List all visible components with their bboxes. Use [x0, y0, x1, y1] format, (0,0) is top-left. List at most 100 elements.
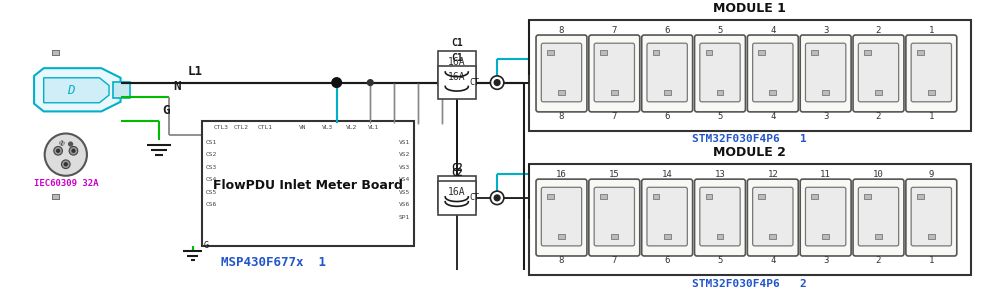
- Circle shape: [69, 142, 73, 146]
- Bar: [52, 194, 59, 199]
- Bar: [529, 164, 971, 275]
- FancyBboxPatch shape: [800, 35, 851, 112]
- Text: 16A: 16A: [448, 182, 466, 192]
- Bar: [664, 90, 671, 95]
- Text: C1: C1: [451, 38, 463, 48]
- Text: CS3: CS3: [206, 165, 217, 170]
- Bar: [917, 50, 924, 55]
- FancyBboxPatch shape: [805, 43, 846, 102]
- Bar: [706, 50, 712, 55]
- FancyBboxPatch shape: [753, 43, 793, 102]
- FancyBboxPatch shape: [906, 35, 957, 112]
- Text: G: G: [204, 241, 209, 250]
- Text: CS4: CS4: [206, 177, 217, 182]
- Circle shape: [367, 80, 373, 85]
- FancyBboxPatch shape: [753, 187, 793, 246]
- Text: D: D: [67, 84, 74, 97]
- Circle shape: [61, 160, 70, 168]
- FancyBboxPatch shape: [906, 179, 957, 256]
- Text: CT: CT: [470, 78, 480, 87]
- Text: G: G: [162, 104, 169, 117]
- FancyBboxPatch shape: [700, 187, 740, 246]
- Bar: [769, 90, 776, 95]
- Circle shape: [490, 191, 504, 205]
- Text: 8: 8: [559, 256, 564, 265]
- Text: N: N: [173, 80, 181, 93]
- Text: 1: 1: [929, 256, 934, 265]
- Bar: [52, 194, 59, 199]
- FancyBboxPatch shape: [695, 179, 745, 256]
- FancyBboxPatch shape: [911, 43, 951, 102]
- Text: 5: 5: [717, 112, 723, 122]
- Text: FlowPDU Inlet Meter Board: FlowPDU Inlet Meter Board: [213, 179, 403, 192]
- Bar: [52, 50, 59, 55]
- FancyBboxPatch shape: [589, 179, 640, 256]
- FancyBboxPatch shape: [911, 187, 951, 246]
- Circle shape: [72, 149, 75, 152]
- Circle shape: [60, 141, 64, 145]
- FancyBboxPatch shape: [858, 43, 899, 102]
- Circle shape: [494, 195, 500, 201]
- Bar: [52, 50, 59, 55]
- Bar: [52, 50, 59, 55]
- FancyBboxPatch shape: [541, 43, 582, 102]
- Bar: [231, 198, 385, 225]
- Text: 5: 5: [717, 256, 723, 265]
- Bar: [717, 234, 723, 239]
- Text: 6: 6: [664, 25, 670, 35]
- FancyBboxPatch shape: [805, 187, 846, 246]
- FancyBboxPatch shape: [536, 35, 587, 112]
- Text: 15: 15: [609, 170, 620, 179]
- Text: 4: 4: [770, 112, 776, 122]
- FancyBboxPatch shape: [695, 35, 745, 112]
- Text: VS4: VS4: [398, 177, 410, 182]
- Circle shape: [57, 149, 60, 152]
- Text: CS5: CS5: [206, 190, 217, 195]
- Text: 2: 2: [876, 256, 881, 265]
- Polygon shape: [34, 68, 121, 112]
- Bar: [202, 121, 414, 246]
- Text: 16A: 16A: [448, 72, 466, 82]
- Bar: [811, 194, 818, 199]
- Bar: [52, 50, 59, 55]
- Text: N: N: [60, 141, 64, 146]
- Text: 4: 4: [770, 25, 776, 35]
- Bar: [547, 194, 554, 199]
- Bar: [769, 234, 776, 239]
- Text: 6: 6: [664, 256, 670, 265]
- Text: MODULE 1: MODULE 1: [713, 2, 786, 15]
- Text: VL1: VL1: [368, 125, 379, 130]
- Text: VL3: VL3: [321, 125, 333, 130]
- Bar: [52, 194, 59, 199]
- Bar: [611, 234, 618, 239]
- Text: SP1: SP1: [398, 215, 410, 220]
- Text: MODULE 2: MODULE 2: [713, 146, 786, 159]
- Text: 8: 8: [559, 112, 564, 122]
- Bar: [600, 50, 607, 55]
- Bar: [558, 90, 565, 95]
- Text: 11: 11: [820, 170, 831, 179]
- Bar: [529, 20, 971, 131]
- Circle shape: [490, 76, 504, 89]
- Text: 16A: 16A: [448, 187, 466, 197]
- Bar: [758, 194, 765, 199]
- Bar: [864, 194, 871, 199]
- Text: STM32F030F4P6   1: STM32F030F4P6 1: [692, 135, 807, 145]
- Text: 7: 7: [612, 25, 617, 35]
- FancyBboxPatch shape: [541, 187, 582, 246]
- Text: C2: C2: [451, 163, 463, 173]
- Bar: [438, 181, 476, 215]
- FancyBboxPatch shape: [700, 43, 740, 102]
- Text: 1: 1: [929, 25, 934, 35]
- FancyBboxPatch shape: [647, 43, 687, 102]
- Text: 16A: 16A: [448, 57, 466, 67]
- FancyBboxPatch shape: [589, 35, 640, 112]
- Text: 3: 3: [823, 256, 828, 265]
- Text: CS6: CS6: [206, 202, 217, 207]
- Circle shape: [54, 146, 62, 155]
- Bar: [52, 50, 59, 55]
- FancyBboxPatch shape: [747, 35, 798, 112]
- Bar: [113, 82, 130, 98]
- Bar: [438, 52, 476, 85]
- Text: VS3: VS3: [398, 165, 410, 170]
